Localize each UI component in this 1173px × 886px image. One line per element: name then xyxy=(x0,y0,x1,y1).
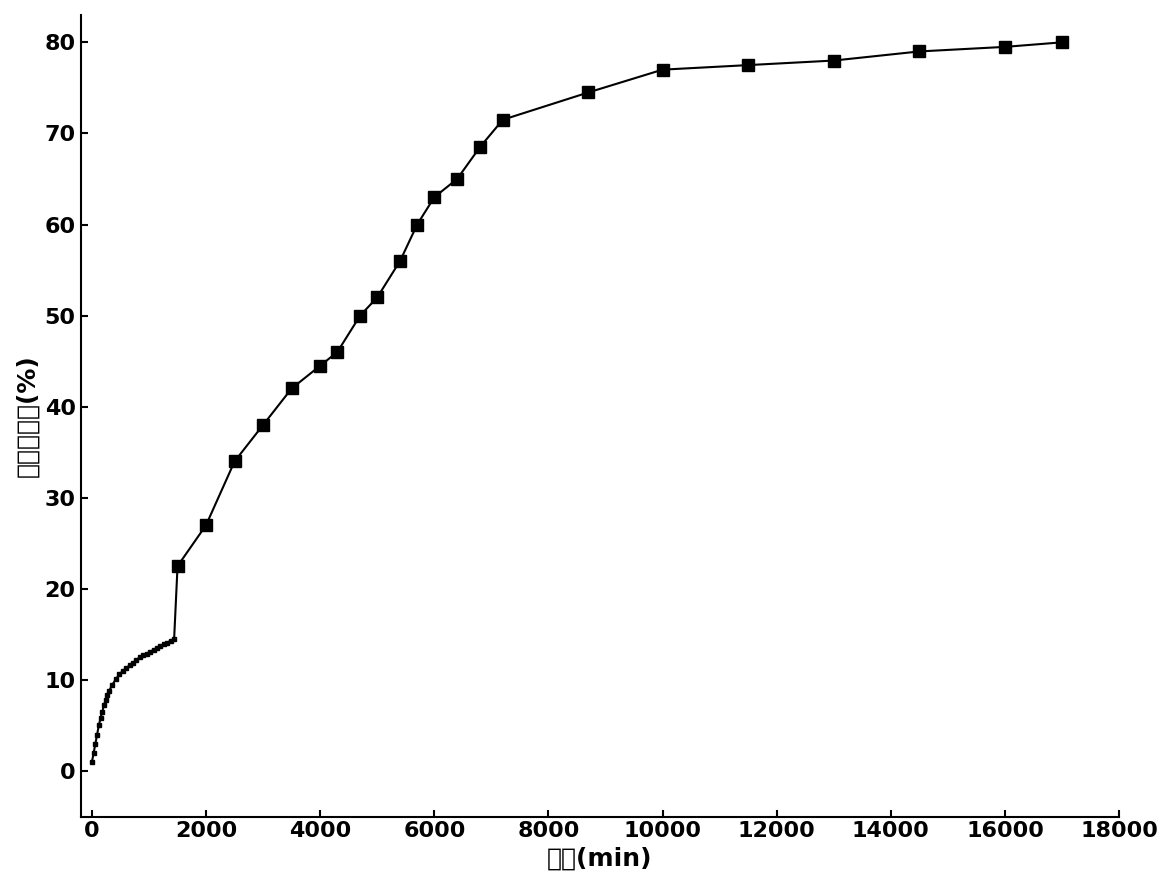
X-axis label: 时间(min): 时间(min) xyxy=(547,847,652,871)
Y-axis label: 药物释放量(%): 药物释放量(%) xyxy=(15,354,39,478)
